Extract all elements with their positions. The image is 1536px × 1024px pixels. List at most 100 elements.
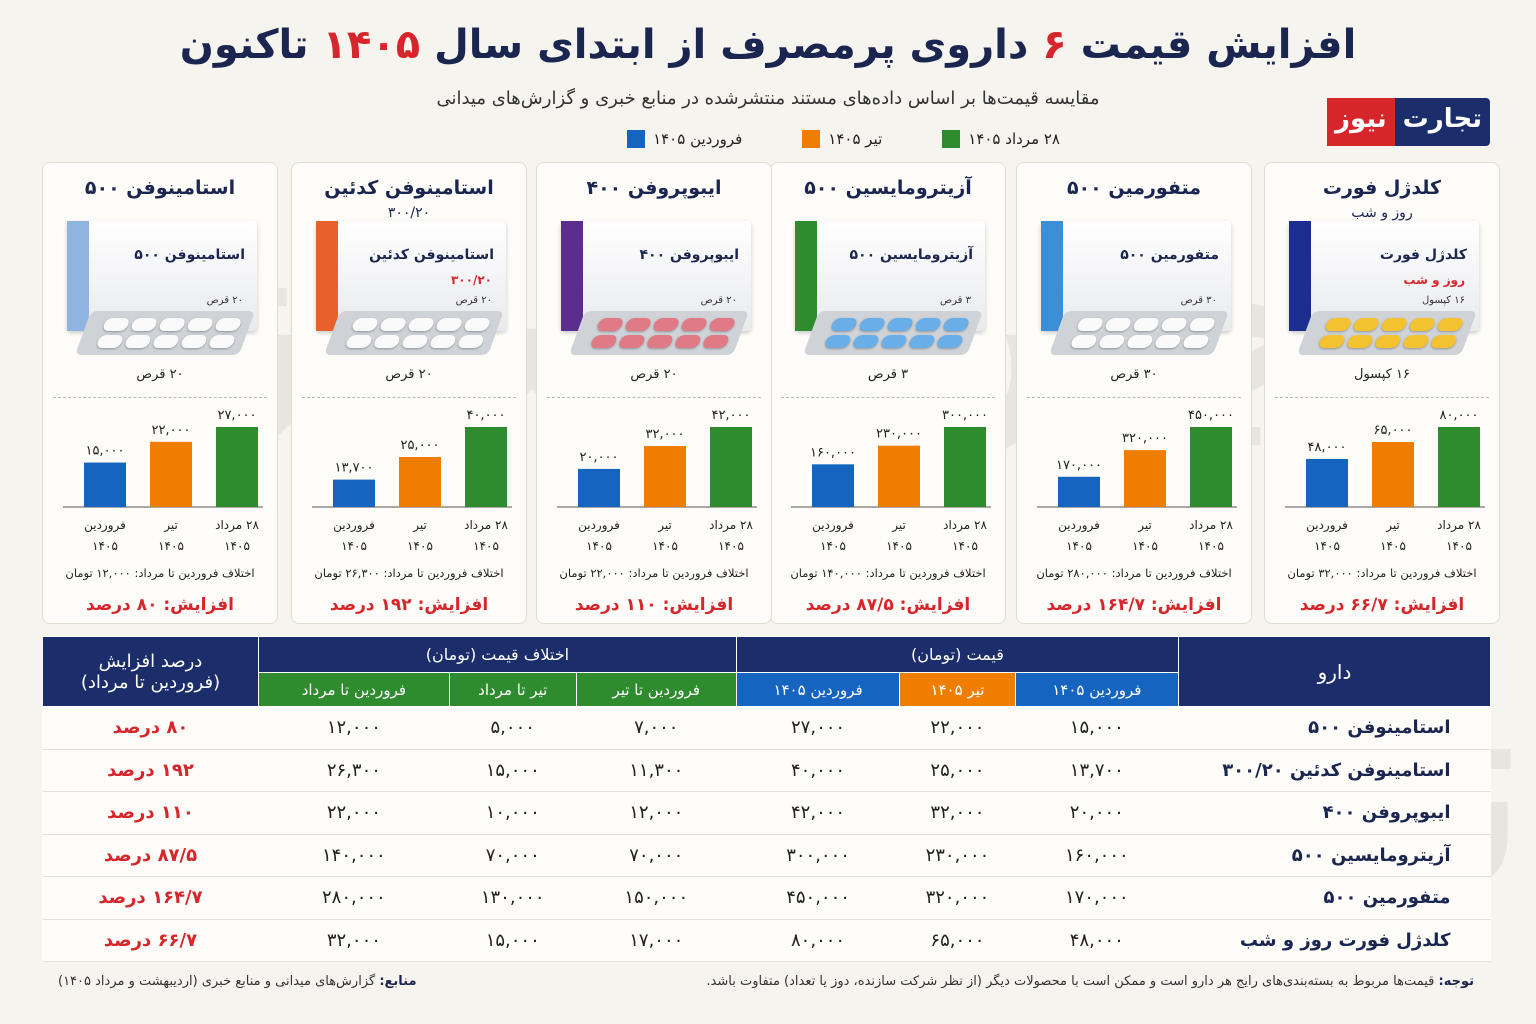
box-stripe [1289,221,1311,331]
box-count: ۲۰ قرص [700,295,737,306]
bar [1306,459,1348,507]
pill [406,318,436,331]
pill [879,335,909,348]
price-difference: اختلاف فروردین تا مرداد: ۲۲,۰۰۰ تومان [559,566,749,580]
box-dose: ۳۰۰/۲۰ [450,273,492,287]
pack-size: ۳ قرص [867,367,909,382]
x-tick-label: فروردین [333,518,375,533]
pill [1323,318,1353,331]
increase-percent: افزایش: ۱۹۲ درصد [329,595,489,615]
increase-percent: افزایش: ۸۰ درصد [86,595,234,615]
pill [462,318,492,331]
value-cell: ۱۷۰,۰۰۰ [1015,876,1179,920]
pill [589,335,619,348]
pill [207,335,237,348]
legend-label: فروردین ۱۴۰۵ [653,130,743,148]
legend-swatch [942,130,961,148]
value-cell: ۱۲,۰۰۰ [576,791,737,835]
divider [547,397,761,398]
box-name: کلدژل فورت [1379,247,1467,263]
legend-item: فروردین ۱۴۰۵ [627,130,742,148]
percent-cell: ۶۶/۷ درصد [42,919,259,962]
value-cell: ۲۸۰,۰۰۰ [258,876,450,920]
bar [84,462,126,507]
value-cell: ۲۵,۰۰۰ [899,749,1016,792]
legend-swatch [802,130,821,148]
value-cell: ۸۰,۰۰۰ [736,919,900,962]
pill [1097,335,1127,348]
data-label: ۴۵۰,۰۰۰ [1188,408,1234,423]
x-tick-label: ۱۴۰۵ [586,539,612,553]
x-tick-label: تیر [657,518,672,533]
percent-cell: ۱۹۲ درصد [42,749,259,792]
sources: منابع: گزارش‌های میدانی و منابع خبری (ار… [58,974,417,989]
col-header-diff: اختلاف قیمت (تومان) [258,636,737,673]
pill [129,318,159,331]
x-tick-label: ۱۴۰۵ [1314,539,1340,553]
logo-part: تجارت [1394,98,1490,146]
box-count: ۱۶ کپسول [1421,295,1465,306]
data-label: ۲۵,۰۰۰ [400,438,439,453]
legend-swatch [627,130,646,148]
data-label: ۲۰,۰۰۰ [579,450,618,465]
drug-cell: استامینوفن کدئین ۳۰۰/۲۰ [1178,749,1491,792]
pill [213,318,243,331]
pill [1103,318,1133,331]
pack-size: ۳۰ قرص [1110,367,1158,382]
box-count: ۳۰ قرص [1180,295,1217,306]
bar [878,445,920,507]
blister-pack [1296,311,1478,355]
box-count: ۳ قرص [940,295,971,306]
divider [1027,397,1241,398]
x-tick-label: تیر [891,518,906,533]
box-stripe [795,221,817,331]
value-cell: ۱۵,۰۰۰ [449,919,577,962]
pill [1407,318,1437,331]
table-row: آزیترومایسین ۵۰۰ ۱۶۰,۰۰۰ ۲۳۰,۰۰۰ ۳۰۰,۰۰۰ ۷۰,… [42,834,1491,877]
percent-cell: ۱۱۰ درصد [42,791,259,835]
percent-cell: ۸۰ درصد [42,706,259,750]
value-cell: ۱۱,۳۰۰ [576,749,737,792]
data-label: ۳۰۰,۰۰۰ [942,408,988,423]
pack-size: ۲۰ قرص [136,367,184,382]
x-tick-label: ۱۴۰۵ [652,539,678,553]
drug-cell: متفورمین ۵۰۰ [1178,876,1491,920]
bar [710,427,752,507]
bar [150,441,192,507]
x-tick-label: فروردین [84,518,126,533]
pill [851,335,881,348]
pill [350,318,380,331]
table-row: کلدژل فورت روز و شب ۴۸,۰۰۰ ۶۵,۰۰۰ ۸۰,۰۰۰ ۱۷,… [42,919,1491,962]
x-tick-label: ۱۴۰۵ [1066,539,1092,553]
drug-cell: کلدژل فورت روز و شب [1178,919,1491,962]
box-count: ۲۰ قرص [206,295,243,306]
value-cell: ۶۵,۰۰۰ [899,919,1016,962]
value-cell: ۱۳۰,۰۰۰ [449,876,577,920]
pill [1125,335,1155,348]
pill [1351,318,1381,331]
pill [935,335,965,348]
pill [823,335,853,348]
value-cell: ۳۲,۰۰۰ [899,791,1016,835]
bar [399,457,441,507]
box-stripe [561,221,583,331]
pill [673,335,703,348]
pill [456,335,486,348]
pill [1435,318,1465,331]
divider [781,397,995,398]
chart-legend: ۲۸ مرداد ۱۴۰۵ تیر ۱۴۰۵ فروردین ۱۴۰۵ [490,128,1060,150]
data-label: ۶۵,۰۰۰ [1373,423,1412,438]
col-subheader-price: تیر ۱۴۰۵ [899,672,1016,707]
col-subheader-price: فروردین ۱۴۰۵ [1014,672,1180,707]
x-tick-label: فروردین [1058,518,1100,533]
pill [651,318,681,331]
pill [907,335,937,348]
bar [1190,427,1232,507]
pill [1317,335,1347,348]
pill [185,318,215,331]
pill [617,335,647,348]
x-tick-label: ۱۴۰۵ [224,539,250,553]
box-stripe [316,221,338,331]
percent-cell: ۸۷/۵ درصد [42,834,259,877]
brand-logo: تجارت نیوز [1294,98,1490,146]
